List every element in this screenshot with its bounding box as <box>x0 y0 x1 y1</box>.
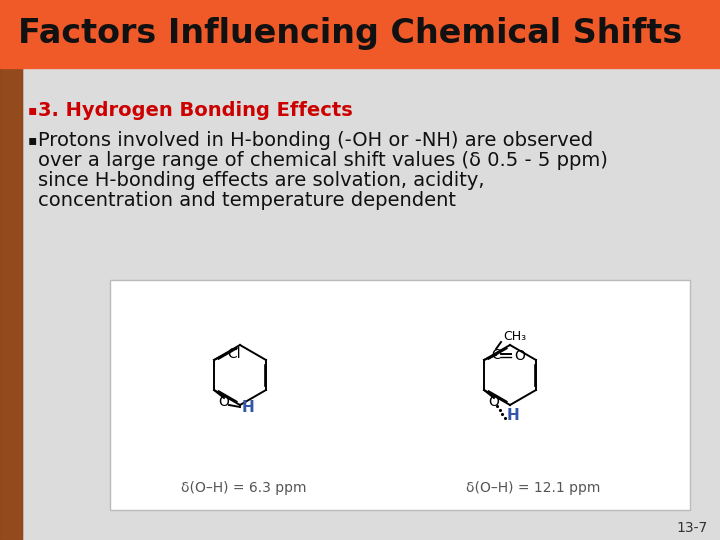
Bar <box>0 0 720 68</box>
Text: 13-7: 13-7 <box>677 521 708 535</box>
Text: H: H <box>507 408 520 423</box>
Text: ▪: ▪ <box>28 133 37 147</box>
Text: Factors Influencing Chemical Shifts: Factors Influencing Chemical Shifts <box>18 17 683 51</box>
Text: 3. Hydrogen Bonding Effects: 3. Hydrogen Bonding Effects <box>38 100 353 119</box>
Text: O: O <box>219 395 230 409</box>
Text: δ(O–H) = 6.3 ppm: δ(O–H) = 6.3 ppm <box>181 481 306 495</box>
Text: Cl: Cl <box>227 347 240 361</box>
Bar <box>0 68 22 540</box>
Bar <box>110 280 690 510</box>
Text: ▪: ▪ <box>28 103 37 117</box>
Text: concentration and temperature dependent: concentration and temperature dependent <box>38 191 456 210</box>
Text: H: H <box>242 401 255 415</box>
Text: CH₃: CH₃ <box>503 330 526 343</box>
Text: Protons involved in H-bonding (-OH or -NH) are observed: Protons involved in H-bonding (-OH or -N… <box>38 131 593 150</box>
Text: O: O <box>514 349 525 363</box>
Text: δ(O–H) = 12.1 ppm: δ(O–H) = 12.1 ppm <box>467 481 600 495</box>
Text: C: C <box>491 348 501 362</box>
Bar <box>0 68 22 540</box>
Text: over a large range of chemical shift values (δ 0.5 - 5 ppm): over a large range of chemical shift val… <box>38 151 608 170</box>
Text: since H-bonding effects are solvation, acidity,: since H-bonding effects are solvation, a… <box>38 171 485 190</box>
Text: O: O <box>489 395 500 409</box>
